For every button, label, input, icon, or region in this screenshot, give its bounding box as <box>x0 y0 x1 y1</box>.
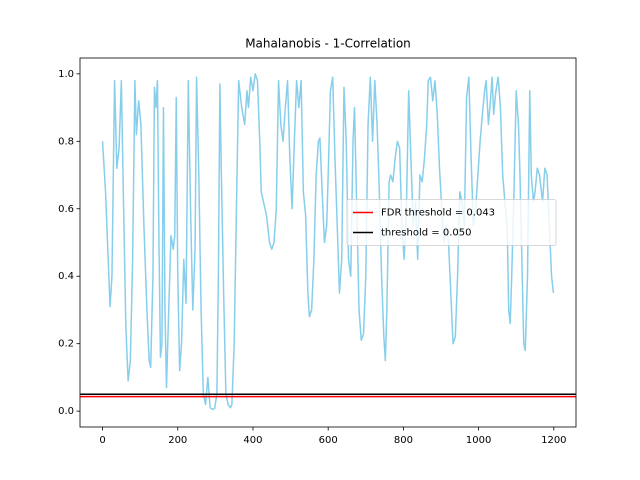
x-tick-label: 200 <box>168 435 187 446</box>
x-tick-label: 400 <box>243 435 262 446</box>
x-tick-label: 1000 <box>466 435 491 446</box>
legend-label: FDR threshold = 0.043 <box>381 208 495 219</box>
x-tick-label: 600 <box>319 435 338 446</box>
y-tick-label: 0.4 <box>58 271 74 282</box>
y-tick-label: 1.0 <box>58 69 74 80</box>
x-tick-label: 1200 <box>541 435 566 446</box>
legend-label: threshold = 0.050 <box>381 228 471 239</box>
plot-frame <box>79 57 577 428</box>
y-tick-label: 0.6 <box>58 204 74 215</box>
y-tick-label: 0.8 <box>58 136 74 147</box>
y-tick-label: 0.0 <box>58 406 74 417</box>
chart-title: Mahalanobis - 1-Correlation <box>245 37 411 51</box>
y-tick-label: 0.2 <box>58 339 74 350</box>
legend-box <box>346 199 557 246</box>
x-tick-label: 0 <box>99 435 105 446</box>
x-tick-label: 800 <box>394 435 413 446</box>
data-line <box>101 73 555 411</box>
